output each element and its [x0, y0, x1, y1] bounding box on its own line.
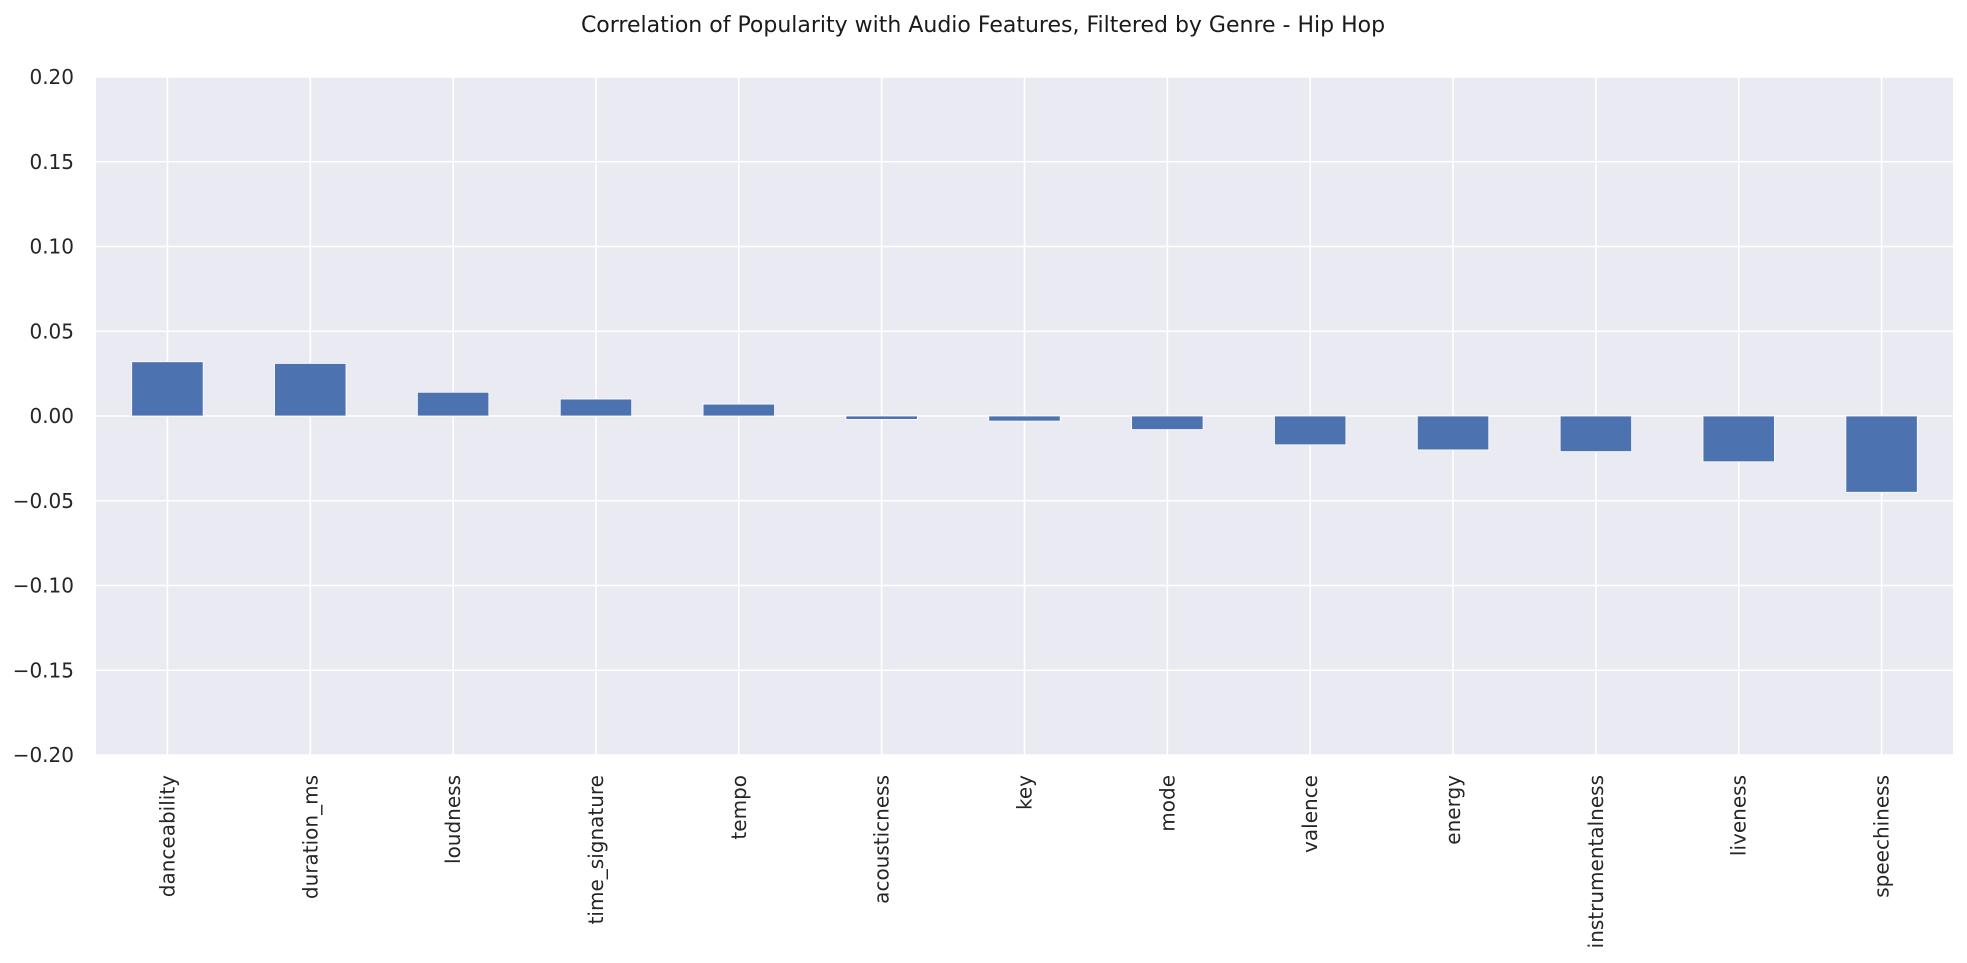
x-tick-label: liveness [1727, 775, 1751, 856]
bar-time-signature [559, 398, 633, 417]
x-tick-label: loudness [441, 775, 465, 864]
x-tick-label: acousticness [870, 775, 894, 904]
x-tick-label: valence [1298, 775, 1322, 853]
y-tick-label: −0.20 [13, 743, 74, 767]
x-tick-label: danceability [155, 775, 179, 897]
y-tick-label: −0.05 [13, 489, 74, 513]
bar-danceability [131, 361, 204, 417]
bar-key [988, 415, 1061, 422]
y-tick-label: 0.10 [29, 235, 74, 259]
bars [131, 361, 1918, 493]
bar-mode [1131, 415, 1204, 430]
y-tick-label: 0.20 [29, 65, 74, 89]
bar-loudness [417, 391, 490, 417]
y-tick-label: 0.05 [29, 319, 74, 343]
x-tick-label: time_signature [584, 775, 608, 924]
bar-duration-ms [274, 363, 347, 417]
bar-liveness [1702, 415, 1775, 463]
x-tick-label: tempo [727, 775, 751, 840]
x-tick-label: energy [1441, 775, 1465, 845]
chart-title: Correlation of Popularity with Audio Fea… [581, 13, 1385, 38]
y-axis-tick-labels: 0.20 0.15 0.10 0.05 0.00 −0.05 −0.10 −0.15 −0.20 [13, 65, 74, 767]
y-tick-label: 0.15 [29, 150, 74, 174]
bar-speechiness [1845, 415, 1918, 493]
y-tick-label: −0.10 [13, 574, 74, 598]
bar-tempo [702, 403, 775, 417]
y-tick-label: −0.15 [13, 658, 74, 682]
x-tick-label: key [1013, 775, 1037, 810]
bar-valence [1274, 415, 1347, 446]
x-tick-label: speechiness [1870, 775, 1894, 898]
bar-acousticness [845, 415, 918, 420]
x-tick-label: mode [1155, 775, 1179, 832]
x-axis-tick-labels: danceability duration_ms loudness time_sign… [155, 775, 1893, 949]
x-tick-label: duration_ms [298, 775, 322, 899]
x-tick-label: instrumentalness [1584, 775, 1608, 948]
bar-instrumentalness [1559, 415, 1632, 452]
bar-energy [1416, 415, 1490, 451]
y-tick-label: 0.00 [29, 404, 74, 428]
